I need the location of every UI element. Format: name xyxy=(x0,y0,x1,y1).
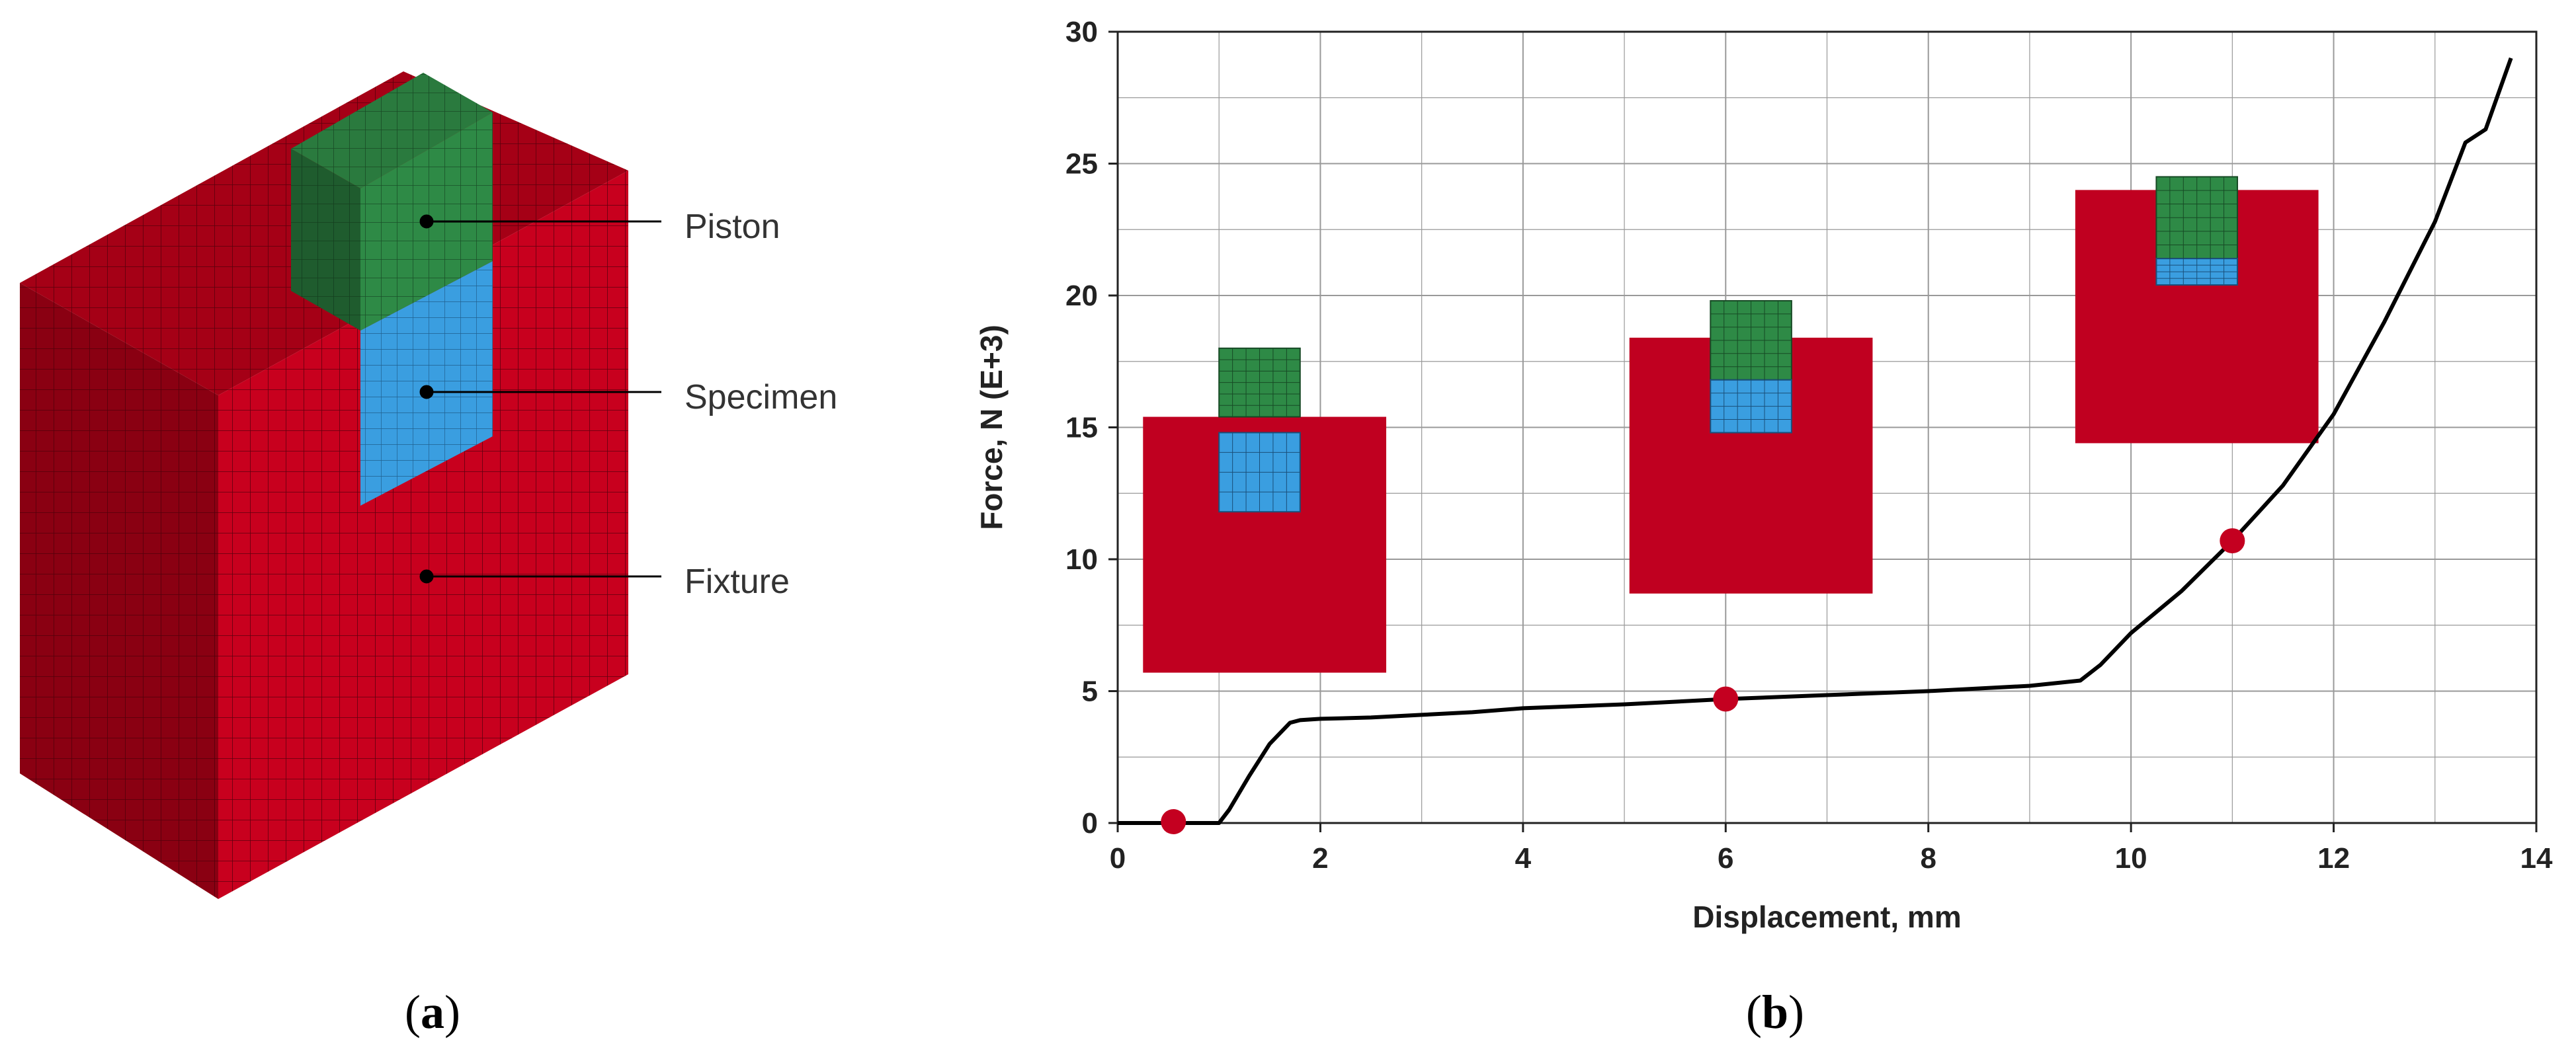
caption-b: (b) xyxy=(1746,986,1805,1039)
x-tick-label: 6 xyxy=(1718,842,1733,875)
label-specimen: Specimen xyxy=(685,378,837,416)
marker-layer xyxy=(1161,528,2245,835)
x-tick-label: 4 xyxy=(1515,842,1532,875)
fe-mesh-illustration: Piston Specimen Fixture xyxy=(20,71,837,899)
caption-b-letter: b xyxy=(1761,986,1789,1039)
caption-a-letter: a xyxy=(420,986,444,1039)
marker-point-1 xyxy=(1161,809,1186,835)
x-tick-label: 10 xyxy=(2115,842,2147,875)
callouts xyxy=(419,214,661,584)
piston-dot xyxy=(419,214,434,229)
x-tick-label: 8 xyxy=(1920,842,1936,875)
force-displacement-chart: 0 2 4 6 8 10 12 14 0 5 10 15 20 25 30 Displacement, mm… xyxy=(974,16,2553,934)
marker-point-3 xyxy=(2220,528,2245,554)
x-tick-label: 2 xyxy=(1312,842,1328,875)
caption-a: (a) xyxy=(405,986,460,1039)
y-tick-label: 5 xyxy=(1082,676,1098,708)
series-line-1 xyxy=(1118,57,2513,825)
fixture-dot xyxy=(419,569,434,584)
inset-layer xyxy=(1143,176,2319,673)
panel-a: Piston Specimen Fixture (a) xyxy=(0,0,860,1056)
y-axis-label: Force, N (E+3) xyxy=(974,325,1009,530)
y-tick-label: 0 xyxy=(1082,807,1098,840)
x-tick-label: 12 xyxy=(2317,842,2350,875)
inset-3 xyxy=(2075,176,2319,444)
inset-2 xyxy=(1629,299,1873,594)
y-tick-label: 15 xyxy=(1065,412,1098,444)
axis-layer: 0 2 4 6 8 10 12 14 0 5 10 15 20 25 30 xyxy=(1065,16,2553,875)
inset-1 xyxy=(1143,347,1387,673)
label-piston: Piston xyxy=(685,208,780,246)
marker-point-2 xyxy=(1713,686,1739,712)
specimen-dot xyxy=(419,385,434,399)
panel-b: 0 2 4 6 8 10 12 14 0 5 10 15 20 25 30 Displacement, mm… xyxy=(860,0,2576,1056)
y-tick-label: 25 xyxy=(1065,148,1098,180)
label-fixture: Fixture xyxy=(685,563,790,601)
y-tick-label: 30 xyxy=(1065,16,1098,48)
x-axis-label: Displacement, mm xyxy=(1692,900,1961,934)
y-tick-label: 10 xyxy=(1065,543,1098,576)
x-tick-label: 0 xyxy=(1110,842,1126,875)
specimen-block xyxy=(360,261,493,506)
line-layer xyxy=(1118,57,2513,825)
y-tick-label: 20 xyxy=(1065,280,1098,312)
x-tick-label: 14 xyxy=(2520,842,2553,875)
